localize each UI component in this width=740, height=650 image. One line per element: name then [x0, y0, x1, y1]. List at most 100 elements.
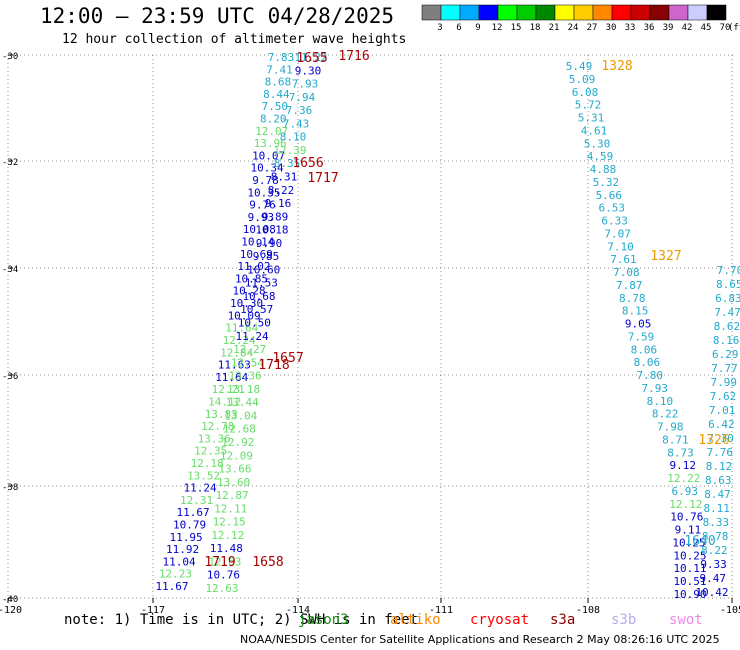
wave-height-label: 8.78 [619, 292, 646, 305]
wave-height-label: 13.60 [217, 476, 250, 489]
time-label: 1640 [684, 534, 715, 549]
time-label: 1326 [698, 433, 729, 448]
lat-label: -30 [2, 52, 18, 62]
wave-height-label: 7.93 [642, 382, 669, 395]
lat-label: -38 [2, 483, 18, 493]
time-label: 1717 [307, 171, 338, 186]
wave-height-label: 8.10 [280, 131, 307, 144]
time-label: 1718 [258, 358, 289, 373]
wave-height-label: 12.09 [220, 449, 253, 462]
wave-height-label: 7.36 [286, 104, 313, 117]
wave-height-label: 8.12 [706, 460, 733, 473]
wave-height-label: 10.42 [695, 586, 728, 599]
wave-height-label: 8.33 [703, 516, 730, 529]
wave-height-label: 11.95 [169, 531, 202, 544]
wave-height-label: 7.30 [707, 432, 734, 445]
colorbar-tick: 45 [701, 23, 712, 33]
wave-height-label: 13.83 [205, 408, 238, 421]
wave-height-label: 9.85 [253, 250, 280, 263]
wave-height-label: 7.43 [283, 117, 310, 130]
colorbar-tick: 42 [682, 23, 693, 33]
colorbar-tick: 18 [530, 23, 541, 33]
wave-height-label: 7.59 [628, 330, 655, 343]
wave-height-label: 10.28 [232, 285, 265, 298]
colorbar-tick: 12 [492, 23, 503, 33]
wave-height-label: 8.11 [703, 502, 730, 515]
wave-height-label: 7.99 [710, 376, 737, 389]
wave-height-label: 7.83 [268, 51, 295, 64]
time-label: 1655 [296, 51, 327, 66]
wave-height-label: 5.72 [575, 99, 602, 112]
wave-height-label: 7.76 [707, 446, 734, 459]
satellite-legend-item: altiko [390, 612, 441, 628]
wave-height-label: 10.76 [670, 511, 703, 524]
time-label: 1328 [601, 59, 632, 74]
wave-height-label: 11.22 [294, 51, 327, 64]
wave-height-label: 10.34 [251, 162, 284, 175]
wave-height-label: 13.66 [218, 463, 251, 476]
wave-height-label: 12.31 [180, 494, 213, 507]
wave-height-label: 9.33 [700, 558, 727, 571]
time-label: 1719 [204, 555, 235, 570]
wave-height-label: 12.18 [191, 457, 224, 470]
colorbar-swatch [535, 4, 556, 21]
wave-height-label: 10.07 [252, 149, 285, 162]
wave-height-label: 10.79 [173, 518, 206, 531]
wave-height-label: 12.21 [212, 383, 245, 396]
wave-height-label: 11.92 [166, 543, 199, 556]
wave-height-label: 6.42 [708, 418, 735, 431]
wave-height-label: 10.35 [247, 186, 280, 199]
wave-height-label: 11.67 [177, 506, 210, 519]
wave-height-label: 8.31 [271, 170, 298, 183]
colorbar-swatch [459, 4, 480, 21]
wave-height-label: 7.08 [613, 266, 640, 279]
wave-height-label: 12.63 [205, 582, 238, 595]
wave-height-label: 9.89 [262, 210, 289, 223]
wave-height-label: 12.12 [669, 498, 702, 511]
lon-label: -114 [286, 605, 310, 616]
satellite-legend-item: swot [669, 612, 703, 628]
wave-height-label: 12.07 [255, 125, 288, 138]
wave-height-label: 12.54 [231, 356, 264, 369]
wave-height-label: 9.05 [625, 318, 652, 331]
wave-height-label: 9.90 [256, 237, 283, 250]
wave-height-label: 14.12 [208, 395, 241, 408]
lat-label: -34 [2, 265, 18, 275]
wave-height-label: 10.60 [247, 263, 280, 276]
wave-height-labels: 7.837.418.688.447.508.2012.0713.9610.071… [155, 49, 740, 601]
wave-height-label: 9.30 [295, 64, 322, 77]
wave-height-label: 9.47 [700, 572, 727, 585]
lon-label: -105 [720, 605, 740, 616]
wave-height-label: 7.47 [714, 306, 740, 319]
colorbar-swatch [630, 4, 651, 21]
wave-height-label: 8.71 [662, 433, 689, 446]
time-label: 1658 [252, 555, 283, 570]
wave-height-label: 11.24 [184, 482, 217, 495]
wave-height-label: 12.11 [214, 502, 247, 515]
wave-height-label: 12.87 [216, 489, 249, 502]
colorbar-unit: (ft) [728, 23, 740, 33]
wave-height-label: 11.64 [215, 371, 248, 384]
wave-height-label: 10.25 [672, 536, 705, 549]
wave-height-label: 8.15 [622, 305, 649, 318]
satellite-legend-item: s3a [550, 612, 576, 628]
colorbar-swatch [611, 4, 632, 21]
wave-height-label: 10.69 [240, 248, 273, 261]
wave-height-label: 12.78 [201, 420, 234, 433]
wave-height-label: 6.93 [672, 485, 699, 498]
wave-height-label: 7.07 [604, 227, 631, 240]
wave-height-label: 5.49 [566, 60, 593, 73]
wave-height-label: 12.35 [194, 445, 227, 458]
wave-height-label: 12.92 [221, 436, 254, 449]
colorbar-tick: 36 [644, 23, 655, 33]
page-title: 12:00 – 23:59 UTC 04/28/2025 [40, 4, 395, 28]
wave-height-label: 6.53 [598, 202, 625, 215]
wave-height-label: 9.16 [265, 197, 292, 210]
colorbar-tick: 70 [720, 23, 731, 33]
wave-height-label: 10.30 [230, 297, 263, 310]
wave-height-label: 12.12 [211, 529, 244, 542]
wave-height-label: 7.50 [262, 100, 289, 113]
wave-height-label: 7.87 [616, 279, 643, 292]
wave-height-label: 12.27 [233, 343, 266, 356]
